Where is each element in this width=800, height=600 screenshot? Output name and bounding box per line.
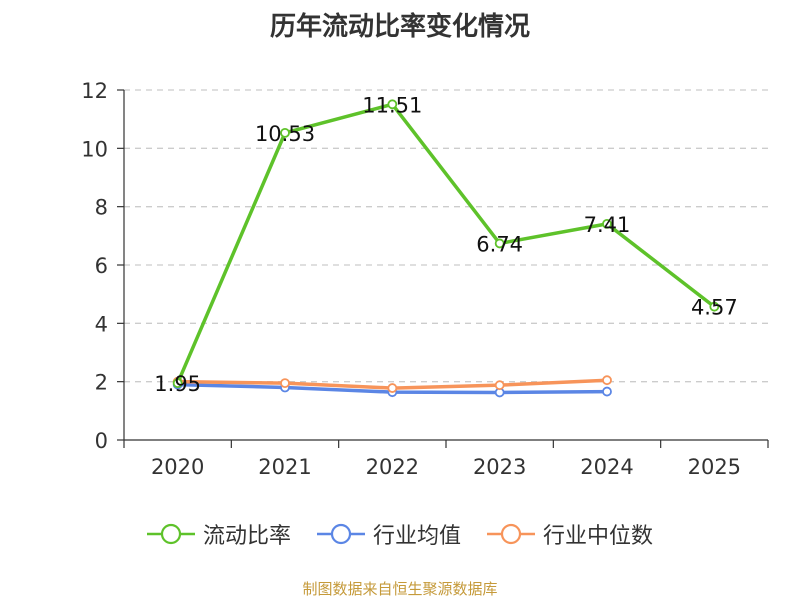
data-point: [494, 380, 505, 391]
legend-marker-icon: [146, 523, 195, 545]
y-tick-label: 6: [95, 254, 108, 278]
data-label: 7.41: [584, 213, 631, 237]
data-point: [387, 99, 398, 110]
data-label: 1.95: [154, 372, 201, 396]
data-point: [602, 386, 612, 397]
data-label: 6.74: [476, 232, 523, 256]
legend-item[interactable]: 行业均值: [316, 518, 461, 550]
x-tick-label: 2021: [258, 455, 311, 479]
legend-item[interactable]: 行业中位数: [487, 518, 653, 550]
legend-marker-icon: [487, 523, 535, 545]
y-tick-label: 8: [95, 196, 108, 220]
y-tick-label: 12: [81, 79, 108, 103]
data-point: [494, 238, 505, 249]
x-tick-label: 2022: [366, 455, 419, 479]
data-point: [387, 383, 398, 393]
series-line: [176, 102, 716, 384]
data-point: [602, 218, 612, 229]
x-tick-label: 2024: [580, 455, 633, 479]
y-tick-label: 4: [95, 312, 108, 336]
data-point: [602, 375, 612, 386]
legend-marker-icon: [316, 523, 365, 545]
x-tick-label: 2020: [151, 455, 204, 479]
y-tick-label: 2: [95, 371, 108, 395]
data-label: 4.57: [691, 296, 738, 320]
legend-item[interactable]: 流动比率: [146, 518, 291, 550]
x-tick-label: 2023: [473, 455, 526, 479]
data-point: [709, 301, 720, 312]
chart-title: 历年流动比率变化情况: [269, 12, 530, 42]
y-tick-label: 10: [81, 137, 108, 161]
legend-label: 行业均值: [372, 524, 461, 549]
source-note: 制图数据来自恒生聚源数据库: [302, 580, 498, 598]
data-point: [280, 127, 290, 138]
legend-label: 行业中位数: [543, 524, 654, 549]
data-label: 11.51: [362, 93, 422, 117]
legend: 流动比率 行业均值 行业中位数: [0, 518, 800, 550]
data-point: [172, 378, 183, 389]
y-tick-label: 0: [95, 429, 108, 453]
data-point: [280, 378, 290, 389]
legend-label: 流动比率: [202, 524, 291, 549]
x-tick-label: 2025: [688, 455, 741, 479]
data-label: 10.53: [255, 122, 315, 146]
